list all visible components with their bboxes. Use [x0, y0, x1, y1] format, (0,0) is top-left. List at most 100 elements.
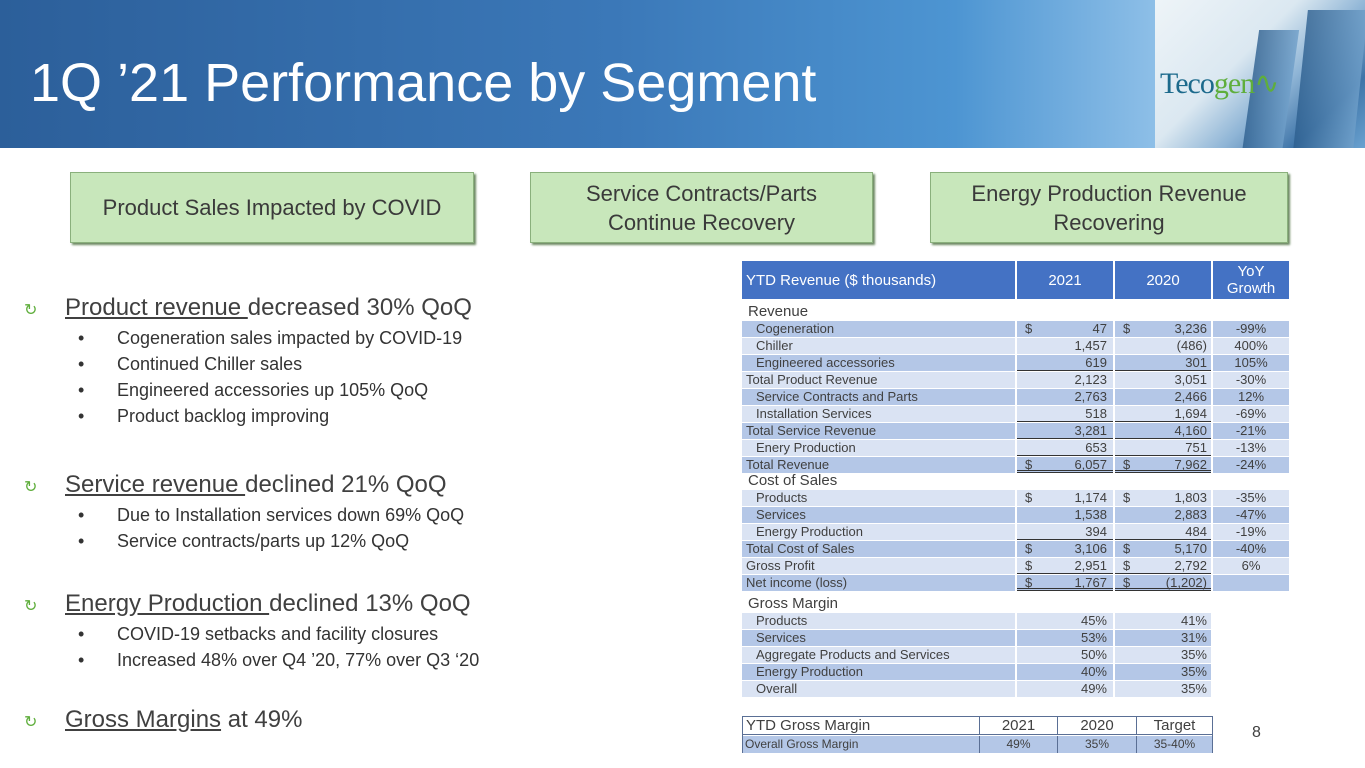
row-label: Gross Profit	[742, 558, 1015, 574]
sub-bullet: Service contracts/parts up 12% QoQ	[117, 531, 410, 551]
amount: 1,694	[1174, 406, 1207, 421]
row-label: Enery Production	[742, 440, 1015, 456]
callout-service-contracts: Service Contracts/Parts Continue Recover…	[530, 172, 873, 243]
yoy-growth: -69%	[1213, 406, 1289, 422]
value-2020: $2,792	[1115, 558, 1211, 574]
amount: 35%	[1180, 664, 1207, 679]
value-2021: 2,763	[1017, 389, 1113, 405]
value-2021: 49%	[1017, 681, 1113, 697]
plug-leaf-bullet-icon: ↻	[24, 302, 38, 319]
value-2020: 4,160	[1115, 423, 1211, 439]
yoy-growth: 12%	[1213, 389, 1289, 405]
value-2020: 35%	[1115, 647, 1211, 663]
table-row: Total Product Revenue 2,123 3,051 -30%	[742, 372, 1289, 388]
value-2021: $1,174	[1017, 490, 1113, 506]
slide-title: 1Q ’21 Performance by Segment	[30, 53, 817, 113]
row-label: Energy Production	[742, 664, 1015, 680]
table-row: Total Service Revenue 3,281 4,160 -21%	[742, 423, 1289, 439]
callout-product-sales: Product Sales Impacted by COVID	[70, 172, 474, 243]
yoy-growth: 105%	[1213, 355, 1289, 371]
sub-bullet: Continued Chiller sales	[117, 354, 303, 374]
table-row: Service Contracts and Parts 2,763 2,466 12%	[742, 389, 1289, 405]
value-2020: 484	[1115, 524, 1211, 540]
bullet-main: Energy Production declined 13% QoQ	[65, 590, 471, 618]
amount: 6,057	[1074, 457, 1107, 472]
amount: 41%	[1180, 613, 1207, 628]
amount: 1,767	[1074, 575, 1107, 590]
amount: 619	[1085, 355, 1107, 370]
page-number: 8	[1252, 724, 1261, 741]
sub-bullet: Due to Installation services down 69% Qo…	[117, 505, 465, 525]
table-header-2: 2020	[1115, 261, 1211, 299]
amount: 35%	[1180, 681, 1207, 696]
yoy-growth: -24%	[1213, 457, 1289, 473]
amount: 3,281	[1074, 423, 1107, 438]
gm-row-label: Overall Gross Margin	[743, 736, 980, 753]
table-row: Enery Production 653 751 -13%	[742, 440, 1289, 456]
value-2020: 35%	[1115, 681, 1211, 697]
row-label: Engineered accessories	[742, 355, 1015, 371]
yoy-growth: -30%	[1213, 372, 1289, 388]
value-2021: 653	[1017, 440, 1113, 456]
gm-header-2021: 2021	[980, 717, 1058, 734]
amount: 751	[1185, 440, 1207, 455]
amount: 49%	[1080, 681, 1107, 696]
row-label: Chiller	[742, 338, 1015, 354]
section-title: Cost of Sales	[748, 472, 838, 489]
amount: 31%	[1180, 630, 1207, 645]
amount: 53%	[1080, 630, 1107, 645]
dollar-sign: $	[1025, 490, 1033, 505]
amount: 2,951	[1074, 558, 1107, 573]
dollar-sign: $	[1123, 558, 1131, 573]
table-row: Total Revenue $6,057 $7,962 -24%	[742, 457, 1289, 473]
sub-bullet-dot: •	[78, 354, 85, 374]
row-label: Total Cost of Sales	[742, 541, 1015, 557]
amount: 518	[1085, 406, 1107, 421]
value-2020: (486)	[1115, 338, 1211, 354]
table-row: Chiller 1,457 (486) 400%	[742, 338, 1289, 354]
sub-bullet-dot: •	[78, 531, 85, 551]
amount: 1,457	[1074, 338, 1107, 353]
amount: 2,123	[1074, 372, 1107, 387]
row-label: Net income (loss)	[742, 575, 1015, 591]
table-row: Engineered accessories 619 301 105%	[742, 355, 1289, 371]
table-header-1: 2021	[1017, 261, 1113, 299]
value-2021: 50%	[1017, 647, 1113, 663]
value-2020: 2,883	[1115, 507, 1211, 523]
table-row: Energy Production 394 484 -19%	[742, 524, 1289, 540]
amount: 40%	[1080, 664, 1107, 679]
section-title: Gross Margin	[748, 595, 839, 612]
row-label: Products	[742, 490, 1015, 506]
value-2021: 3,281	[1017, 423, 1113, 439]
amount: 5,170	[1174, 541, 1207, 556]
gm-header-2020: 2020	[1058, 717, 1137, 734]
amount: 301	[1185, 355, 1207, 370]
sub-bullet-dot: •	[78, 650, 85, 670]
table-row: Total Cost of Sales $3,106 $5,170 -40%	[742, 541, 1289, 557]
table-row: Installation Services 518 1,694 -69%	[742, 406, 1289, 422]
table-row: Overall 49% 35%	[742, 681, 1289, 697]
bullet-main: Product revenue decreased 30% QoQ	[65, 294, 472, 322]
sub-bullet: Engineered accessories up 105% QoQ	[117, 380, 429, 400]
sub-bullet: Cogeneration sales impacted by COVID-19	[117, 328, 463, 348]
value-2021: $1,767	[1017, 575, 1113, 591]
row-label: Energy Production	[742, 524, 1015, 540]
sub-bullet-dot: •	[78, 624, 85, 644]
yoy-growth: 400%	[1213, 338, 1289, 354]
value-2020: 41%	[1115, 613, 1211, 629]
value-2021: 619	[1017, 355, 1113, 371]
bullet-rest-text: declined 13% QoQ	[269, 590, 471, 617]
plug-leaf-bullet-icon: ↻	[24, 479, 38, 496]
yoy-growth: -40%	[1213, 541, 1289, 557]
row-label: Overall	[742, 681, 1015, 697]
yoy-growth: -99%	[1213, 321, 1289, 337]
amount: 45%	[1080, 613, 1107, 628]
gm-header-label: YTD Gross Margin	[743, 717, 980, 734]
value-2021: $6,057	[1017, 457, 1113, 473]
value-2021: 40%	[1017, 664, 1113, 680]
value-2021: $47	[1017, 321, 1113, 337]
bullet-rest-text: decreased 30% QoQ	[247, 294, 472, 321]
sub-bullet-dot: •	[78, 380, 85, 400]
yoy-growth: -35%	[1213, 490, 1289, 506]
value-2021: 1,457	[1017, 338, 1113, 354]
